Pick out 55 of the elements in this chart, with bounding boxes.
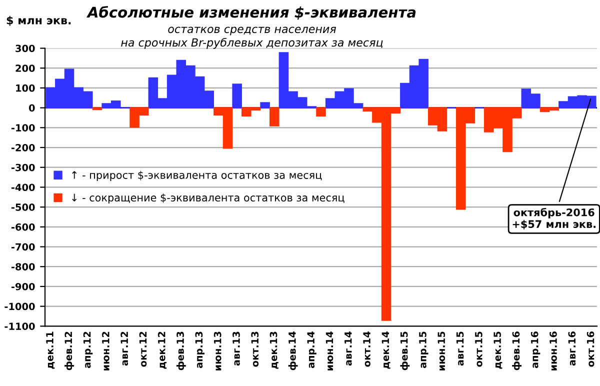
legend-label: ↑ - прирост $-эквивалента остатков за месяц bbox=[72, 170, 322, 181]
x-tick-label: июн.13 bbox=[214, 332, 222, 370]
x-tick-label: авг.15 bbox=[456, 332, 464, 366]
y-tick-label: 0 bbox=[28, 104, 35, 112]
x-tick-label: апр.13 bbox=[195, 332, 204, 368]
y-tick-label: -300 bbox=[11, 164, 35, 172]
x-tick-label: дек.12 bbox=[158, 332, 167, 369]
x-tick-label: окт.14 bbox=[363, 331, 370, 367]
x-tick-label: апр.12 bbox=[83, 332, 93, 368]
x-tick-label: июн.12 bbox=[102, 332, 110, 370]
x-tick-label: окт.16 bbox=[586, 332, 594, 367]
bar bbox=[260, 102, 270, 108]
x-tick-label: фев.15 bbox=[400, 332, 410, 370]
x-tick-label: дек.13 bbox=[270, 332, 278, 369]
y-tick-label: -700 bbox=[11, 243, 35, 251]
x-tick-label: дек.15 bbox=[494, 332, 502, 369]
x-tick-label: фев.13 bbox=[176, 332, 186, 370]
x-tick-label: авг.16 bbox=[568, 332, 576, 366]
y-tick-label: -100 bbox=[11, 124, 35, 132]
x-tick-label: дек.14 bbox=[382, 331, 390, 369]
x-tick-label: фев.14 bbox=[288, 331, 298, 370]
y-axis-title: $ млн экв. bbox=[6, 16, 71, 26]
x-tick-label: апр.14 bbox=[307, 331, 316, 368]
bar bbox=[269, 107, 280, 126]
x-tick-label: апр.16 bbox=[530, 332, 540, 368]
x-tick-label: авг.13 bbox=[232, 332, 240, 366]
x-tick-label: июн.15 bbox=[438, 332, 446, 370]
y-tick-label: 200 bbox=[16, 64, 35, 72]
y-tick-label: -1000 bbox=[4, 302, 35, 310]
y-tick-label: -200 bbox=[11, 144, 35, 152]
y-tick-label: -400 bbox=[11, 184, 35, 192]
y-tick-label: -1100 bbox=[4, 322, 35, 330]
x-tick-label: авг.12 bbox=[120, 332, 128, 366]
chart-title: Абсолютные изменения $-эквивалента bbox=[86, 6, 416, 20]
x-tick-label: окт.13 bbox=[251, 332, 259, 367]
y-tick-label: -600 bbox=[11, 223, 35, 231]
bar bbox=[316, 107, 326, 116]
x-tick-label: дек.11 bbox=[46, 332, 55, 369]
x-tick-label: апр.15 bbox=[419, 332, 428, 368]
x-tick-label: фев.16 bbox=[512, 332, 522, 370]
y-tick-label: 100 bbox=[16, 84, 35, 92]
x-tick-label: июн.14 bbox=[326, 331, 334, 370]
y-tick-label: 300 bbox=[16, 44, 35, 52]
x-tick-label: июн.16 bbox=[550, 332, 557, 370]
bar bbox=[232, 84, 242, 108]
x-tick-label: авг.14 bbox=[344, 331, 352, 366]
legend-label: ↓ - сокращение $-эквивалента остатков за месяц bbox=[72, 193, 344, 204]
y-tick-label: -900 bbox=[11, 282, 35, 290]
y-tick-label: -500 bbox=[11, 204, 35, 211]
x-tick-label: фев.12 bbox=[64, 332, 74, 370]
x-tick-label: окт.12 bbox=[139, 332, 147, 367]
x-tick-label: окт.15 bbox=[475, 332, 482, 367]
y-tick-label: -800 bbox=[11, 263, 35, 270]
chart-subtitle: остатков средств населения на срочных Br-рублевых депозитах за месяц bbox=[121, 26, 383, 49]
annotation: октябрь-2016 +$57 млн экв. bbox=[512, 208, 596, 230]
